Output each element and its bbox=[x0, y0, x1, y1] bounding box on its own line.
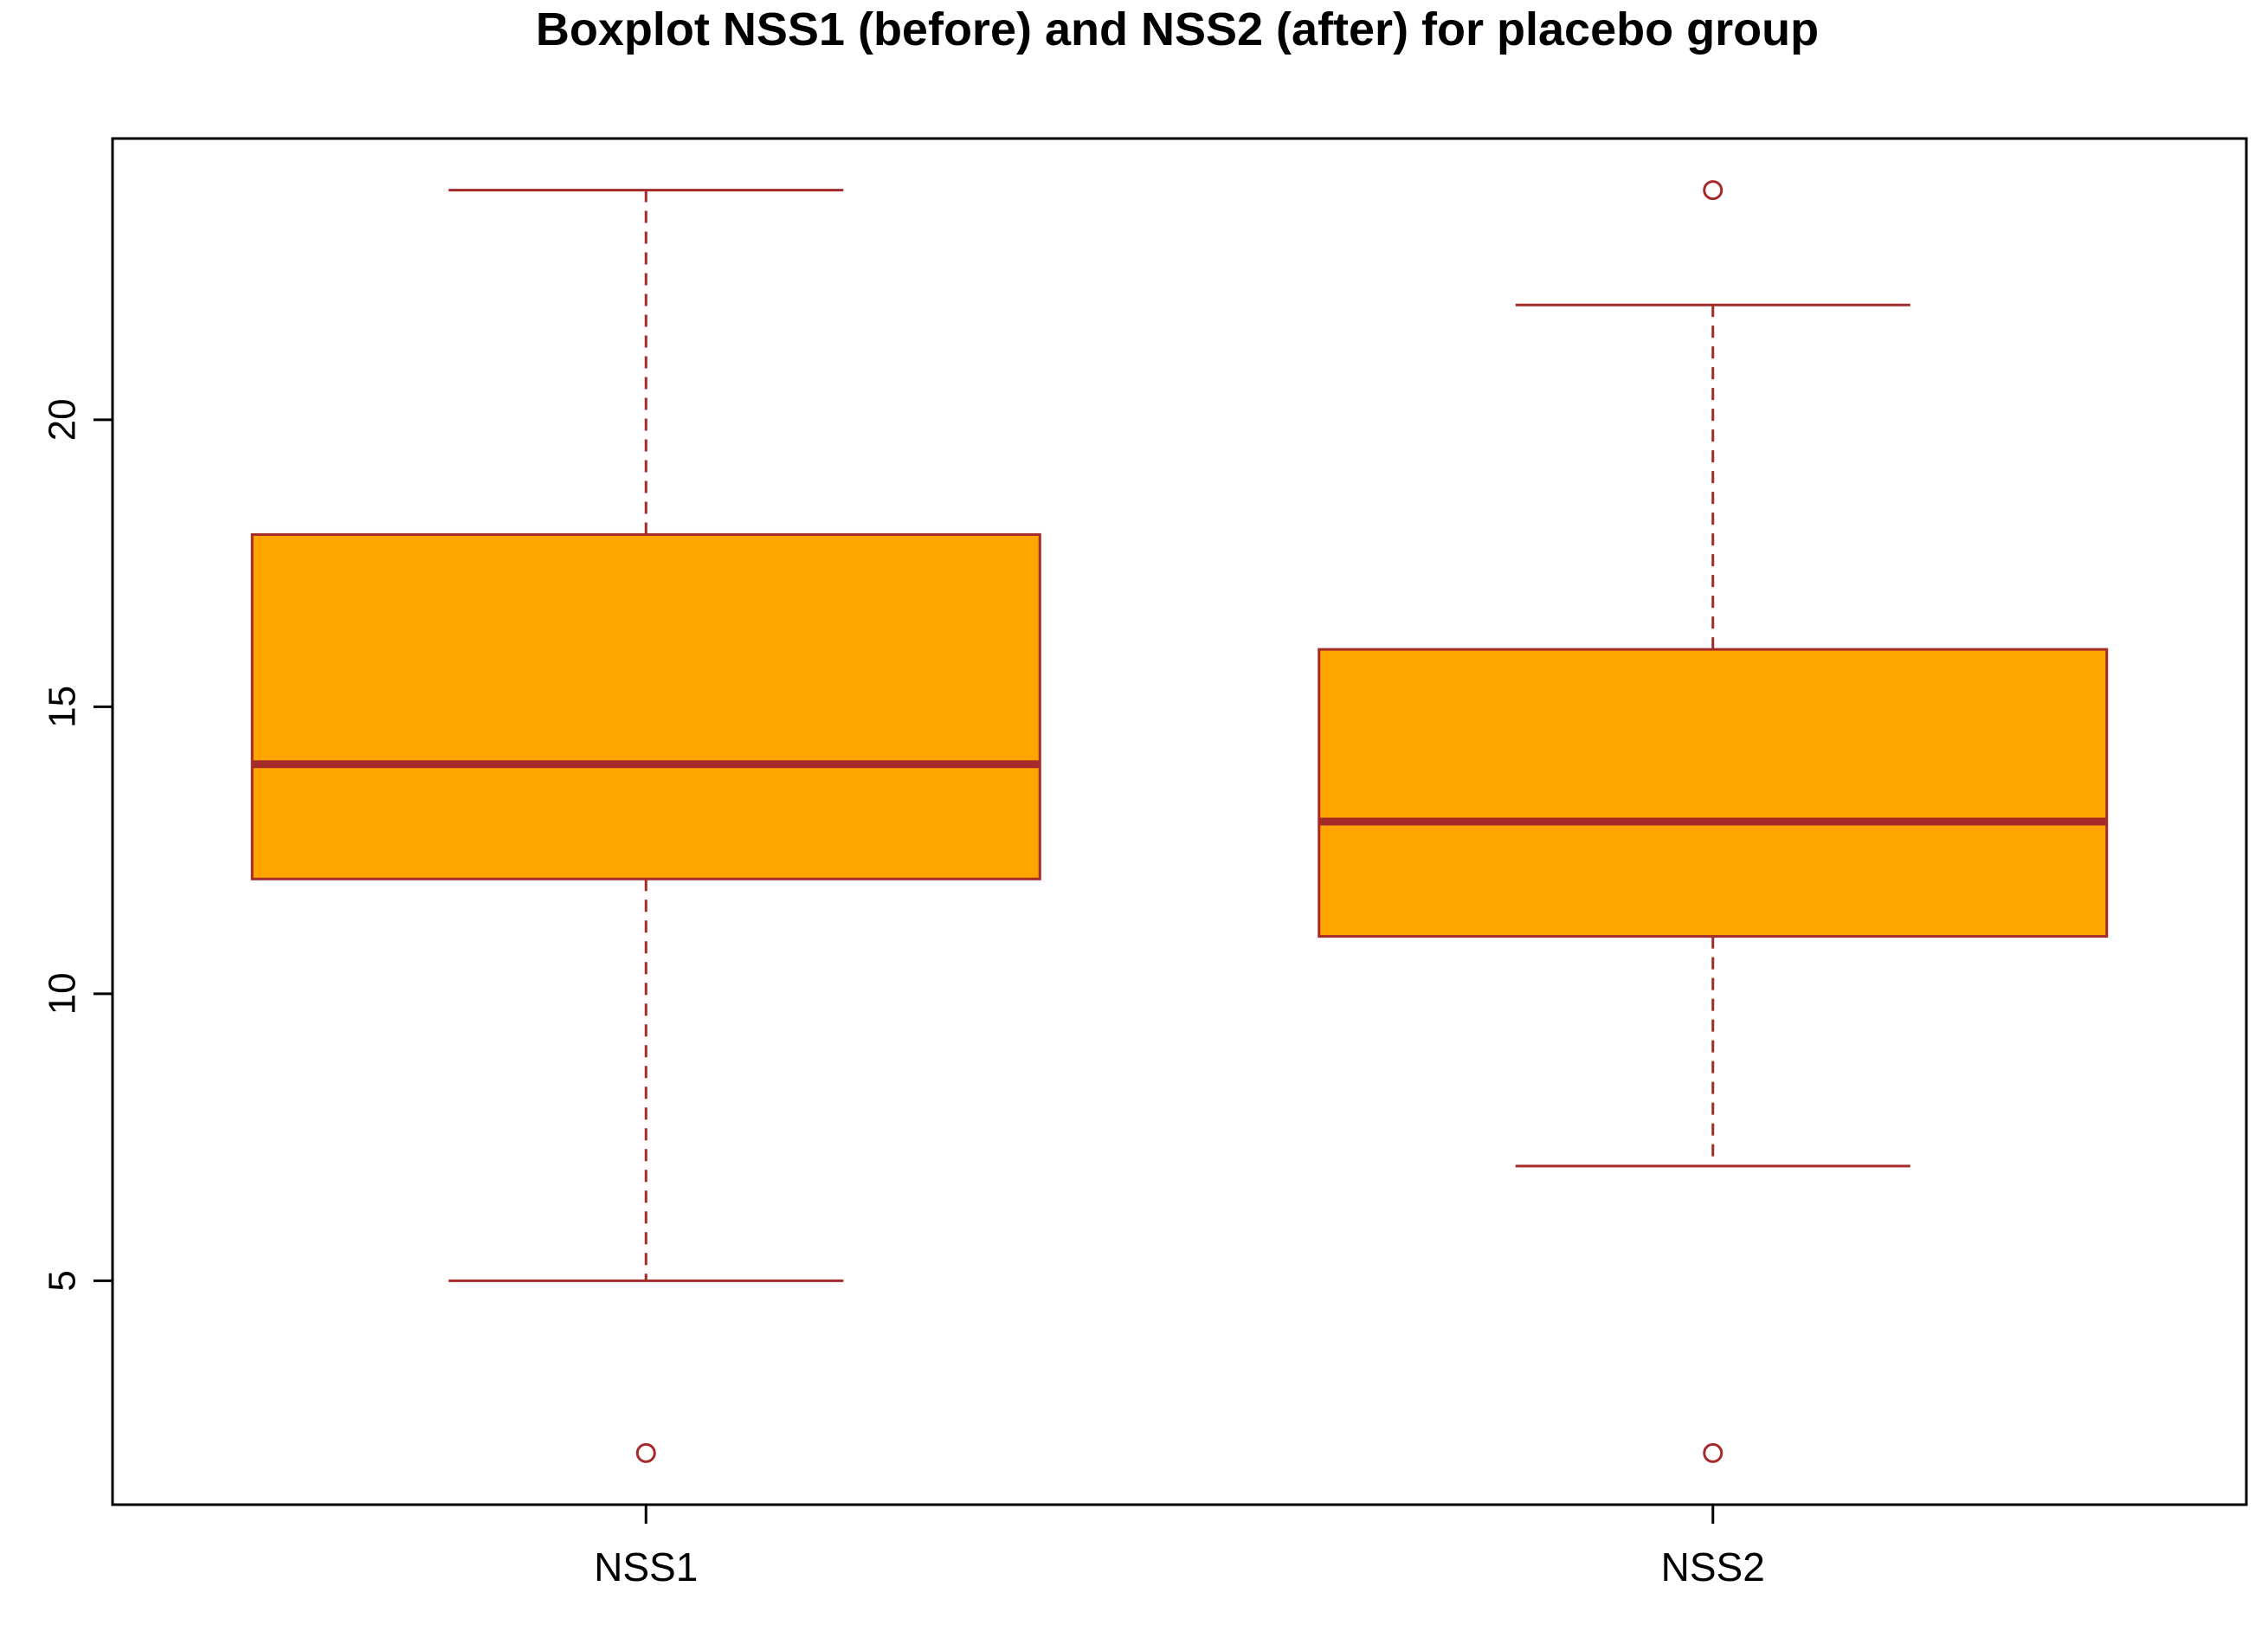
x-tick-label: NSS1 bbox=[594, 1544, 698, 1590]
y-tick-label: 15 bbox=[42, 686, 84, 728]
y-tick-label: 10 bbox=[42, 972, 84, 1015]
x-tick-label: NSS2 bbox=[1661, 1544, 1765, 1590]
box-nss2 bbox=[1318, 180, 2109, 1463]
outlier-point bbox=[635, 1442, 656, 1463]
chart-title: Boxplot NSS1 (before) and NSS2 (after) f… bbox=[536, 3, 1819, 55]
y-tick-label: 20 bbox=[42, 398, 84, 441]
x-axis: NSS1 NSS2 bbox=[594, 1505, 1765, 1590]
y-tick-label: 5 bbox=[42, 1270, 84, 1291]
y-axis: 5 10 15 20 bbox=[42, 398, 113, 1292]
box-iqr bbox=[1318, 648, 2109, 938]
box-group bbox=[250, 180, 2109, 1463]
box-iqr bbox=[250, 532, 1041, 880]
plot-frame bbox=[111, 137, 2248, 1506]
outlier-point bbox=[1703, 180, 1724, 201]
outlier-point bbox=[1703, 1442, 1724, 1463]
box-nss1 bbox=[250, 189, 1041, 1463]
